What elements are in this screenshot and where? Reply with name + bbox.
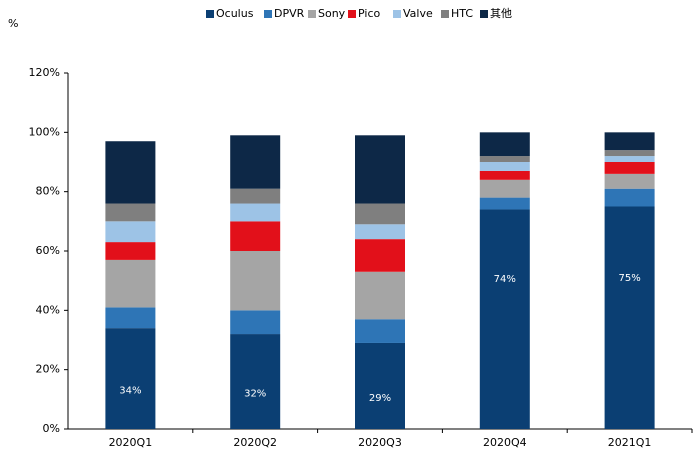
- x-tick-label: 2020Q1: [109, 436, 153, 449]
- legend-label: 其他: [490, 7, 512, 20]
- bar-segment: [230, 203, 281, 222]
- bar-segment: [479, 132, 530, 157]
- legend-swatch: [264, 10, 272, 18]
- y-tick-label: 60%: [36, 244, 60, 257]
- x-tick-label: 2021Q1: [608, 436, 652, 449]
- bar-segment: [479, 156, 530, 162]
- bar-segment: [479, 179, 530, 198]
- bar-segment: [105, 221, 156, 243]
- bar-segment: [479, 162, 530, 171]
- bar-segment: [355, 135, 405, 204]
- bar-segment: [604, 132, 655, 151]
- legend-label: HTC: [451, 7, 473, 20]
- bar-segment: [479, 170, 530, 180]
- y-tick-label: 120%: [29, 66, 60, 79]
- bar-segment: [230, 221, 281, 251]
- bar-segment: [105, 307, 156, 329]
- bar-segment: [355, 342, 405, 429]
- bar-segment: [479, 209, 530, 429]
- bar-segment: [230, 188, 281, 204]
- legend-label: Pico: [358, 7, 380, 20]
- legend-label: Sony: [318, 7, 346, 20]
- legend-swatch: [480, 10, 488, 18]
- legend-swatch: [308, 10, 316, 18]
- bar-segment: [355, 319, 405, 343]
- y-axis-label: %: [8, 17, 18, 30]
- y-tick-label: 100%: [29, 125, 60, 138]
- bar-segment: [105, 328, 156, 429]
- legend-swatch: [393, 10, 401, 18]
- legend-label: Oculus: [216, 7, 254, 20]
- bar-segment: [604, 173, 655, 189]
- legend-swatch: [206, 10, 214, 18]
- bar-segment: [355, 239, 405, 272]
- bar-segment: [105, 141, 156, 204]
- bar-segment: [105, 259, 156, 308]
- x-tick-label: 2020Q4: [483, 436, 527, 449]
- value-label: 74%: [494, 274, 516, 285]
- bar-segment: [230, 334, 281, 429]
- value-label: 34%: [119, 386, 141, 397]
- value-label: 29%: [369, 393, 391, 404]
- legend-label: DPVR: [274, 7, 305, 20]
- x-tick-label: 2020Q2: [233, 436, 277, 449]
- bar-segment: [230, 310, 281, 335]
- y-tick-label: 80%: [36, 185, 60, 198]
- legend-swatch: [441, 10, 449, 18]
- bar-segment: [479, 197, 530, 210]
- bar-segment: [230, 135, 281, 189]
- y-tick-label: 0%: [43, 422, 60, 435]
- bar-segment: [604, 162, 655, 174]
- bar-segment: [604, 206, 655, 429]
- y-tick-label: 20%: [36, 363, 60, 376]
- bar-segment: [604, 150, 655, 157]
- bar-segment: [355, 224, 405, 240]
- x-tick-label: 2020Q3: [358, 436, 402, 449]
- bar-segment: [604, 188, 655, 207]
- bar-segment: [355, 203, 405, 225]
- legend-label: Valve: [403, 7, 433, 20]
- bar-segment: [105, 242, 156, 260]
- y-tick-label: 40%: [36, 303, 60, 316]
- bar-segment: [604, 156, 655, 162]
- bar-segment: [355, 271, 405, 320]
- value-label: 75%: [618, 273, 640, 284]
- legend-swatch: [348, 10, 356, 18]
- value-label: 32%: [244, 389, 266, 400]
- bar-segment: [230, 251, 281, 311]
- bar-segment: [105, 203, 156, 222]
